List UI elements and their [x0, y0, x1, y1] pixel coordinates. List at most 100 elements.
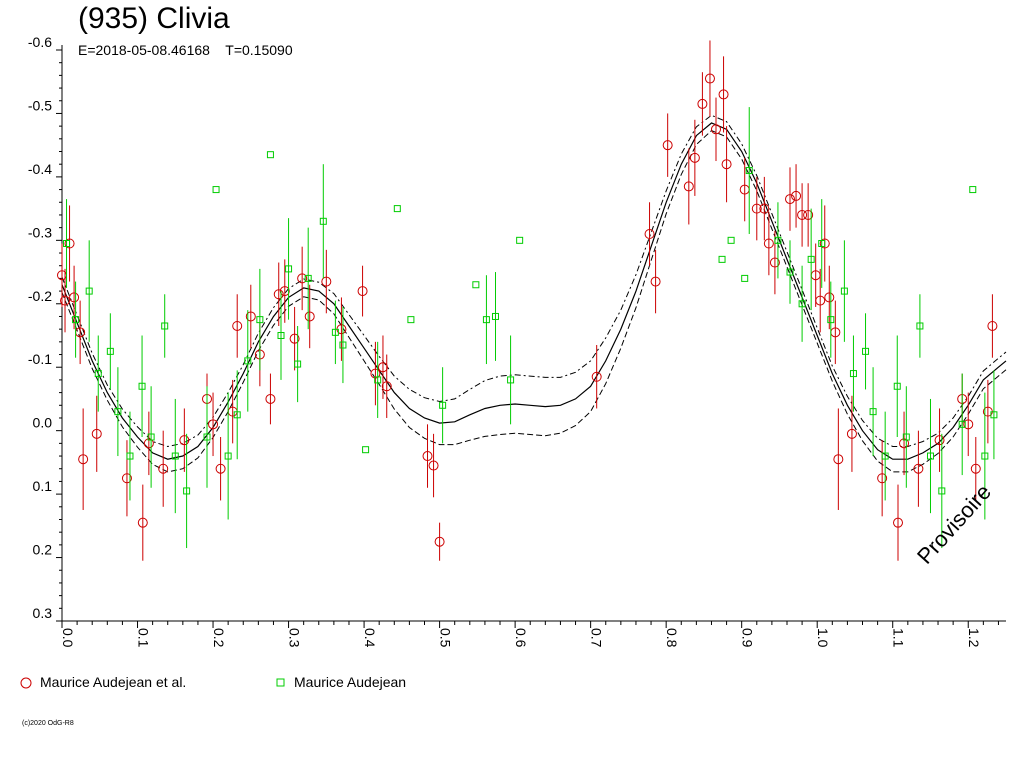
y-tick-label: 0.0	[33, 415, 53, 431]
data-point-series1	[751, 203, 762, 214]
data-point-series2	[203, 433, 211, 441]
data-point-series2	[902, 433, 910, 441]
fit-curve-lower	[61, 130, 1007, 473]
y-tick-label: -0.5	[28, 97, 52, 113]
x-tick-label: 0.9	[740, 628, 756, 648]
data-point-series1	[357, 286, 368, 297]
data-point-series1	[289, 333, 300, 344]
data-point-series1	[179, 435, 190, 446]
data-point-series2	[266, 151, 274, 159]
data-point-series1	[721, 159, 732, 170]
data-point-series1	[899, 438, 910, 449]
data-point-series1	[797, 209, 808, 220]
data-point-series2	[212, 186, 220, 194]
axes: -0.6 -0.5 -0.4 -0.3 -0.2 -0.1 0.0 0.1 0.2 0.3 0.0 0…	[28, 34, 1006, 648]
data-point-series2	[727, 236, 735, 244]
data-point-series2	[126, 452, 134, 460]
data-point-series2	[916, 322, 924, 330]
data-point-series2	[893, 382, 901, 390]
data-point-series2	[138, 382, 146, 390]
copyright-note: (c)2020 OdG-R8	[22, 720, 74, 727]
data-point-series1	[987, 320, 998, 331]
data-point-series2	[981, 452, 989, 460]
data-point-series1	[370, 368, 381, 379]
data-point-series1	[64, 238, 75, 249]
data-point-series1	[208, 419, 219, 430]
data-point-series2	[807, 255, 815, 263]
x-tick-label: 1.1	[891, 628, 907, 648]
data-point-series2	[840, 287, 848, 295]
data-point-series1	[232, 320, 243, 331]
data-point-series1	[704, 73, 715, 84]
data-point-series1	[591, 371, 602, 382]
data-point-series1	[78, 454, 89, 465]
data-point-series1	[697, 98, 708, 109]
data-point-series2	[958, 420, 966, 428]
data-point-series1	[297, 273, 308, 284]
data-point-series2	[331, 328, 339, 336]
data-point-series2	[786, 268, 794, 276]
data-point-series1	[422, 451, 433, 462]
data-point-series2	[938, 487, 946, 495]
data-point-series2	[718, 255, 726, 263]
data-point-series1	[143, 438, 154, 449]
data-point-series2	[849, 370, 857, 378]
x-tick-label: 0.6	[513, 628, 529, 648]
data-point-series1	[644, 228, 655, 239]
data-point-series1	[833, 454, 844, 465]
y-tick-label: 0.3	[33, 605, 53, 621]
data-point-series2	[798, 300, 806, 308]
x-tick-label: 0.8	[664, 628, 680, 648]
data-point-series2	[407, 316, 415, 324]
data-point-series1	[893, 517, 904, 528]
data-point-series1	[273, 289, 284, 300]
data-point-series2	[114, 408, 122, 416]
data-point-series2	[94, 370, 102, 378]
data-point-series2	[741, 274, 749, 282]
data-point-series2	[63, 240, 71, 248]
legend-item-series1: Maurice Audejean et al.	[20, 674, 186, 690]
data-point-series2	[393, 205, 401, 213]
data-point-series1	[137, 517, 148, 528]
data-point-series1	[377, 362, 388, 373]
x-tick-label: 0.5	[438, 628, 454, 648]
data-points	[57, 40, 998, 561]
data-point-series2	[969, 186, 977, 194]
data-point-series1	[803, 209, 814, 220]
y-tick-label: 0.1	[33, 478, 53, 494]
data-point-series2	[304, 274, 312, 282]
data-point-series2	[926, 452, 934, 460]
period-label: T=0.15090	[225, 42, 293, 58]
chart-title: (935) Clivia	[78, 2, 230, 35]
data-point-series2	[862, 347, 870, 355]
data-point-series1	[245, 311, 256, 322]
data-point-series2	[827, 316, 835, 324]
data-point-series2	[439, 401, 447, 409]
data-point-series1	[791, 190, 802, 201]
circle-marker-icon	[20, 677, 32, 689]
data-point-series1	[963, 419, 974, 430]
data-point-series2	[106, 347, 114, 355]
y-tick-label: 0.2	[33, 542, 53, 558]
data-point-series2	[171, 452, 179, 460]
square-marker-icon	[276, 678, 285, 687]
data-point-series1	[815, 295, 826, 306]
legend-item-series2: Maurice Audejean	[276, 674, 406, 690]
data-point-series1	[428, 460, 439, 471]
x-tick-label: 1.0	[815, 628, 831, 648]
fit-curve-main	[61, 122, 1007, 460]
x-tick-label: 0.1	[136, 628, 152, 648]
data-point-series2	[72, 316, 80, 324]
y-tick-label: -0.6	[28, 34, 52, 50]
data-point-series2	[881, 452, 889, 460]
x-tick-label: 0.7	[589, 628, 605, 648]
data-point-series1	[69, 292, 80, 303]
x-tick-label: 0.3	[287, 628, 303, 648]
data-point-series1	[650, 276, 661, 287]
data-point-series1	[279, 286, 290, 297]
data-point-series1	[877, 473, 888, 484]
data-point-series1	[913, 463, 924, 474]
data-point-series2	[818, 240, 826, 248]
data-point-series1	[689, 152, 700, 163]
